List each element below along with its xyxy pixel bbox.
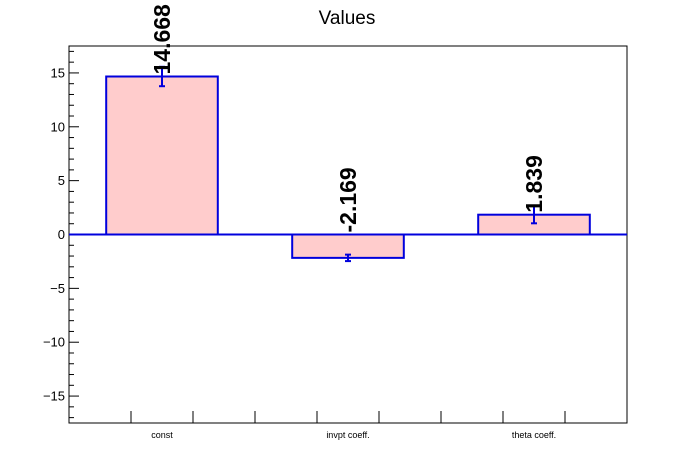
bar — [105, 75, 219, 236]
x-tick-label: theta coeff. — [512, 430, 556, 440]
y-tick-label: 15 — [51, 65, 65, 80]
x-tick-label: invpt coeff. — [326, 430, 369, 440]
value-labels: 14.668 -2.169 1.839 — [149, 4, 547, 233]
bars — [105, 75, 591, 259]
y-tick-label: −5 — [50, 281, 65, 296]
x-axis — [68, 411, 628, 423]
y-tick-label: −10 — [43, 335, 65, 350]
value-label: -2.169 — [335, 167, 361, 232]
y-tick-label: 0 — [58, 227, 65, 242]
y-tick-label: 5 — [58, 173, 65, 188]
y-axis: −15 −10 −5 0 5 10 15 — [43, 50, 79, 419]
y-tick-label: −15 — [43, 389, 65, 404]
error-bars — [159, 65, 537, 263]
value-label: 14.668 — [149, 4, 175, 75]
x-tick-label: const — [151, 430, 173, 440]
y-tick-label: 10 — [51, 119, 65, 134]
chart-title: Values — [319, 8, 376, 29]
value-label: 1.839 — [521, 155, 547, 213]
x-tick-labels: const invpt coeff. theta coeff. — [151, 430, 556, 440]
